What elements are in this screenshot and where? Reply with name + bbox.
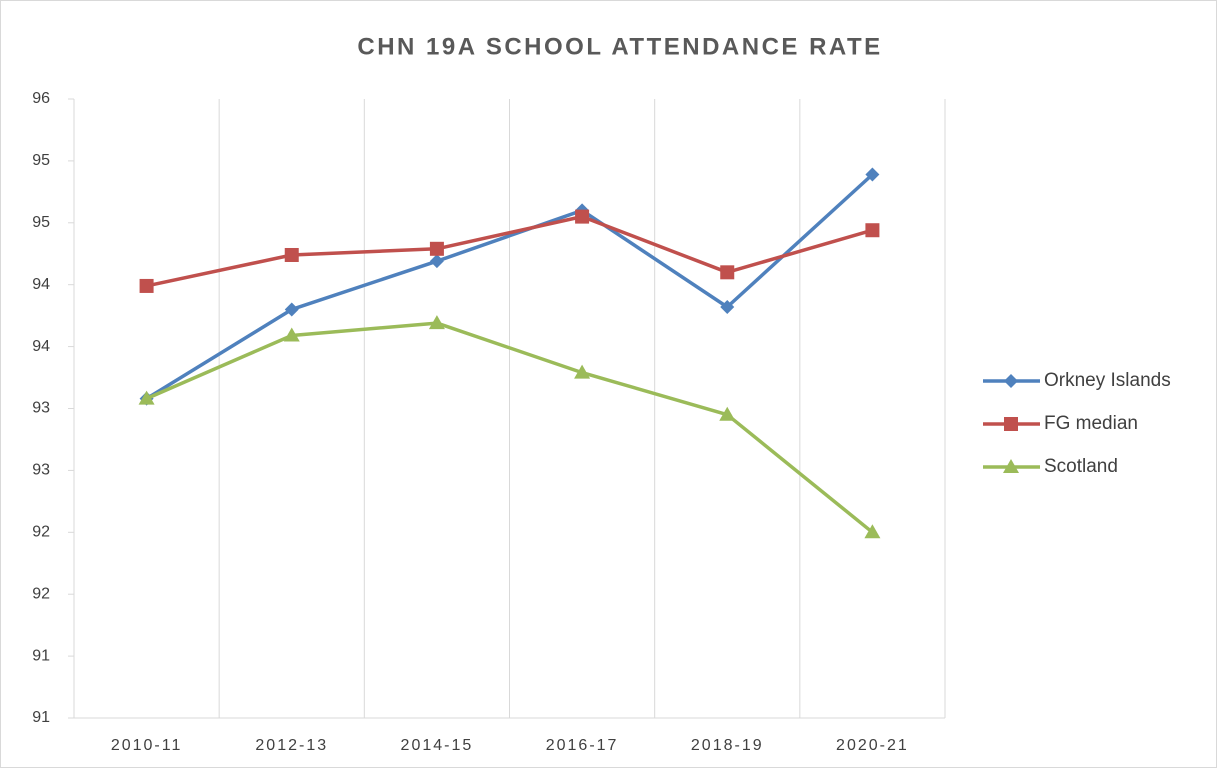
- data-point: [139, 278, 154, 293]
- series-line: [145, 173, 874, 401]
- data-point: [429, 241, 444, 256]
- x-tick-label: 2016-17: [546, 737, 619, 754]
- x-tick-label: 2010-11: [111, 737, 183, 754]
- y-tick-label: 95: [32, 152, 50, 169]
- data-point: [720, 299, 735, 314]
- y-tick-label: 92: [32, 585, 50, 602]
- data-point: [720, 265, 735, 280]
- y-tick-label: 96: [32, 90, 50, 107]
- data-point: [428, 315, 445, 330]
- y-tick-label: 94: [32, 338, 50, 355]
- x-tick-label: 2018-19: [691, 737, 764, 754]
- y-tick-label: 93: [32, 400, 50, 417]
- data-point: [283, 327, 300, 342]
- y-tick-label: 94: [32, 276, 50, 293]
- y-tick-label: 92: [32, 524, 50, 541]
- legend-marker: [1003, 459, 1019, 473]
- data-point: [574, 364, 591, 379]
- legend-marker: [1004, 417, 1018, 431]
- data-point: [284, 247, 299, 262]
- data-point: [719, 406, 736, 421]
- series-line: [145, 321, 874, 534]
- legend-label: Orkney Islands: [1044, 370, 1171, 391]
- data-point: [865, 223, 880, 238]
- series-line: [146, 214, 873, 288]
- legend-marker: [1004, 374, 1018, 388]
- data-point: [138, 390, 155, 405]
- y-tick-label: 91: [32, 709, 50, 726]
- x-tick-label: 2020-21: [836, 737, 909, 754]
- data-point: [575, 209, 590, 224]
- legend-label: Scotland: [1044, 456, 1118, 477]
- y-tick-label: 93: [32, 462, 50, 479]
- data-point: [865, 167, 880, 182]
- legend-label: FG median: [1044, 413, 1138, 434]
- y-tick-label: 91: [32, 647, 50, 664]
- x-tick-label: 2012-13: [255, 737, 328, 754]
- data-point: [284, 302, 299, 317]
- y-tick-label: 95: [32, 214, 50, 231]
- data-point: [864, 524, 881, 539]
- data-point: [429, 254, 444, 269]
- chart-title: CHN 19A SCHOOL ATTENDANCE RATE: [357, 33, 882, 60]
- x-tick-label: 2014-15: [401, 737, 474, 754]
